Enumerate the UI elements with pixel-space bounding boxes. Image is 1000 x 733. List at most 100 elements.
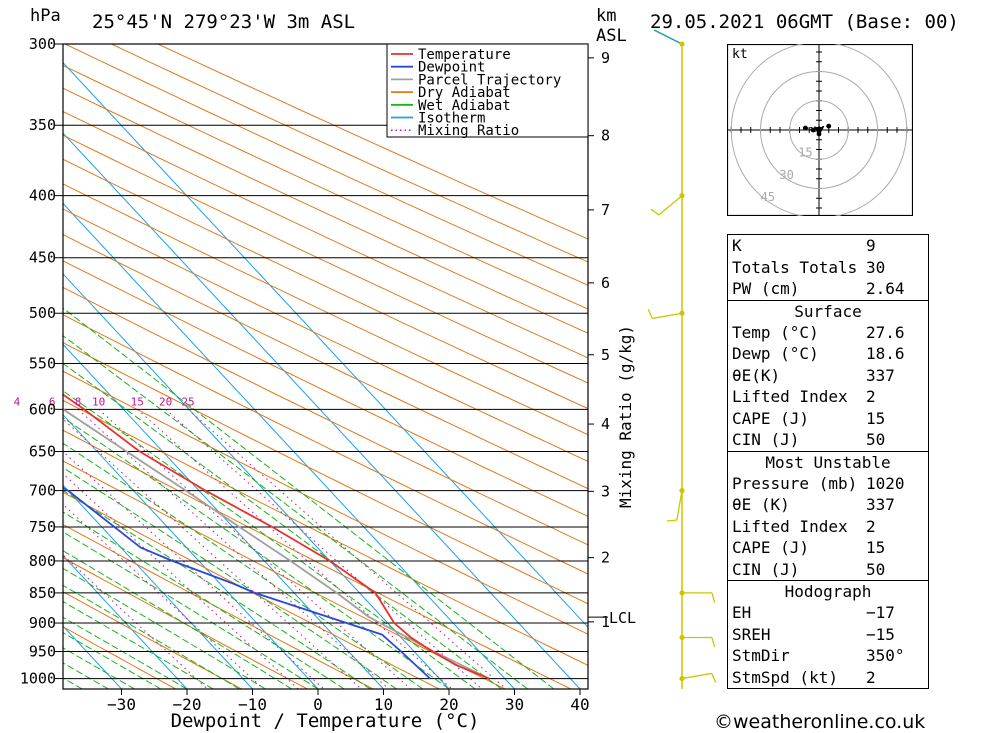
km-label: 5: [601, 346, 610, 364]
wind-barb: [652, 312, 683, 320]
hodograph-label: EH: [732, 603, 752, 622]
mixing-ratio-label: 20: [159, 395, 172, 408]
hodograph-label: StmSpd (kt): [732, 667, 838, 687]
most-unstable-row: Pressure (mb) 1020: [728, 473, 928, 495]
most-unstable-label: Lifted Index: [732, 516, 848, 536]
wind-barb-feather: [647, 309, 654, 319]
pressure-label: 400: [29, 187, 56, 205]
hodograph-label: StmDir: [732, 646, 790, 665]
pressure-label: 300: [29, 35, 56, 53]
pressure-label: 700: [29, 482, 56, 500]
hodograph-row: EH −17: [728, 602, 928, 624]
wind-barb: [681, 672, 712, 680]
wind-level-marker: [679, 41, 685, 47]
surface-value: 27.6: [866, 322, 905, 342]
wind-barb-top: [653, 29, 683, 45]
surface-row: CAPE (J) 15: [728, 408, 928, 430]
index-label: K: [732, 236, 742, 255]
most-unstable-section: Most Unstable Pressure (mb) 1020 θE (K) 337…: [728, 450, 928, 581]
most-unstable-row: Lifted Index 2: [728, 516, 928, 538]
pressure-label: 900: [29, 614, 56, 632]
hodograph-unit-label: kt: [732, 47, 748, 62]
index-label: PW (cm): [732, 279, 800, 298]
hodograph-row: SREH −15: [728, 624, 928, 646]
dry-adiabat-line: [63, 314, 588, 575]
surface-label: CAPE (J): [732, 408, 810, 428]
most-unstable-label: CIN (J): [732, 559, 800, 579]
hodograph-section: Hodograph EH −17 SREH −15 StmDir 350° StmSpd (…: [728, 580, 928, 688]
surface-value: 50: [866, 430, 886, 449]
isotherm-line: [63, 61, 588, 628]
mixing-ratio-line: [98, 408, 412, 689]
hodograph-ring: [760, 71, 878, 189]
hodograph-ring-label: 30: [779, 168, 793, 182]
km-label: 8: [601, 127, 610, 145]
dry-adiabat-line: [63, 87, 588, 334]
km-label: 4: [601, 415, 610, 433]
wind-barb: [658, 195, 683, 216]
index-row: Totals Totals 30: [728, 257, 928, 279]
wind-barb-feather: [710, 673, 717, 683]
km-label: 1: [601, 613, 610, 631]
pressure-label: 350: [29, 116, 56, 134]
hodograph-ring: [789, 100, 849, 160]
km-label: 2: [601, 549, 610, 567]
wind-barb-feather: [711, 592, 716, 603]
pressure-label: 450: [29, 249, 56, 267]
wind-barb: [676, 490, 683, 521]
wind-barb-feather: [666, 519, 677, 522]
dry-adiabat-line: [111, 44, 588, 263]
hodograph-title: Hodograph: [784, 582, 872, 601]
most-unstable-value: 1020: [866, 473, 905, 493]
dewpoint-profile: [63, 486, 431, 680]
surface-value: 15: [866, 408, 886, 428]
temperature-tick-label: 30: [505, 695, 524, 714]
surface-label: Dewp (°C): [732, 344, 819, 363]
surface-row: CIN (J) 50: [728, 429, 928, 451]
plot-frame: [62, 43, 589, 690]
km-label: 9: [601, 49, 610, 67]
surface-value: 18.6: [866, 344, 905, 363]
dry-adiabat-line: [63, 234, 588, 490]
temperature-tick-label: −30: [107, 695, 136, 714]
temperature-tick-label: 0: [313, 695, 323, 714]
pressure-label: 850: [29, 584, 56, 602]
legend-label: Dewpoint: [418, 60, 485, 76]
wet-adiabat-line: [63, 632, 162, 689]
hodograph-value: 2: [866, 667, 876, 687]
mixing-ratio-line: [63, 554, 208, 689]
isotherm-line: [63, 484, 253, 689]
dry-adiabat-line: [63, 158, 588, 410]
hodograph-value: −15: [866, 624, 895, 644]
index-label: Totals Totals: [732, 257, 858, 277]
pressure-label: 800: [29, 552, 56, 570]
pressure-label: 600: [29, 400, 56, 418]
dry-adiabat-line: [157, 44, 588, 240]
km-label: 6: [601, 274, 610, 292]
surface-label: Temp (°C): [732, 322, 819, 342]
most-unstable-label: CAPE (J): [732, 538, 810, 557]
temperature-profile: [63, 393, 490, 680]
legend-label: Dry Adiabat: [418, 85, 511, 101]
datetime-label: 29.05.2021 06GMT (Base: 00): [650, 11, 959, 33]
mixing-ratio-label: 8: [75, 395, 82, 408]
most-unstable-title: Most Unstable: [765, 452, 891, 472]
legend-label: Parcel Trajectory: [418, 72, 561, 88]
dry-adiabat-line: [63, 342, 588, 605]
index-value: 30: [866, 257, 886, 277]
dry-adiabat-line: [63, 260, 588, 518]
pressure-label: 950: [29, 643, 56, 661]
isotherm-line: [63, 202, 515, 689]
mixing-ratio-label: 15: [131, 395, 144, 408]
surface-label: Lifted Index: [732, 387, 848, 406]
asl-label: ASL: [596, 26, 627, 46]
hodograph-value: 350°: [866, 646, 905, 665]
dry-adiabat-line: [63, 134, 588, 384]
surface-label: θE(K): [732, 365, 781, 385]
mixing-ratio-label: 25: [181, 395, 194, 408]
index-value: 9: [866, 236, 876, 255]
wind-barb-feather: [650, 208, 660, 216]
pressure-label: 550: [29, 354, 56, 372]
